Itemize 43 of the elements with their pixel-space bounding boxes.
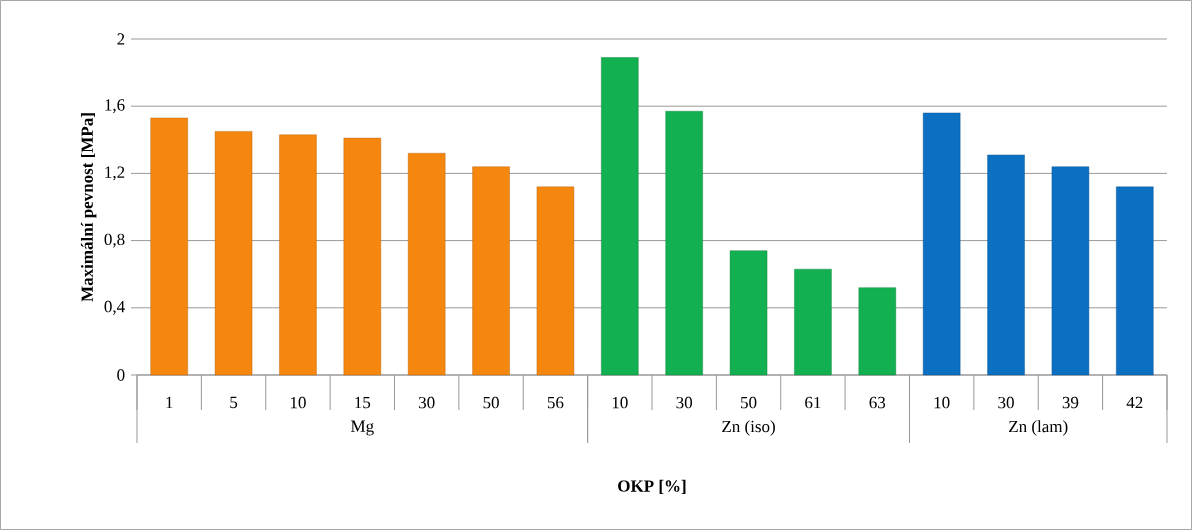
bar [858,287,896,376]
x-tick-label: 30 [676,396,693,409]
y-tick-label: 0,4 [104,300,125,315]
bar [601,57,639,376]
bar [987,154,1025,376]
bar [729,250,768,376]
x-tick-label: 39 [1062,396,1079,409]
x-tick-label: 50 [483,396,499,409]
x-tick-label: 15 [355,396,371,409]
text: Mg [351,420,374,436]
x-tick-label: 56 [547,396,564,409]
bar [794,268,832,376]
x-tick-label: 10 [612,396,628,409]
y-axis-title: Maximální pevnost [MPa] [80,113,97,302]
bar [214,131,253,376]
x-axis-title: OKP [%] [618,479,686,494]
bar [922,112,961,376]
x-tick-label: 10 [934,396,950,409]
bar [1051,166,1090,376]
x-tick-label: 5 [230,396,238,409]
x-tick-label: 63 [869,396,886,409]
x-tick-label: 42 [1126,396,1143,409]
x-tick-label: 1 [166,396,173,409]
y-tick-label: 2 [117,33,125,45]
y-tick-label: 1,2 [105,166,125,181]
bar [1116,186,1154,376]
bar [279,134,317,376]
bar [150,117,188,376]
text: Zn (iso) [722,420,775,436]
y-tick-label: 0 [117,369,125,381]
bar [343,137,382,376]
y-tick-label: 1,6 [105,99,125,114]
bar [536,186,575,376]
x-tick-label: 50 [741,396,757,409]
bar [472,166,510,376]
x-tick-label: 10 [290,396,306,409]
bar [665,111,703,376]
x-tick-label: 61 [805,396,821,409]
x-tick-label: 30 [419,396,435,409]
x-tick-label: 30 [998,396,1014,409]
y-tick-label: 0,8 [104,233,125,248]
bar [407,153,446,376]
text: Zn (lam) [1009,420,1068,436]
